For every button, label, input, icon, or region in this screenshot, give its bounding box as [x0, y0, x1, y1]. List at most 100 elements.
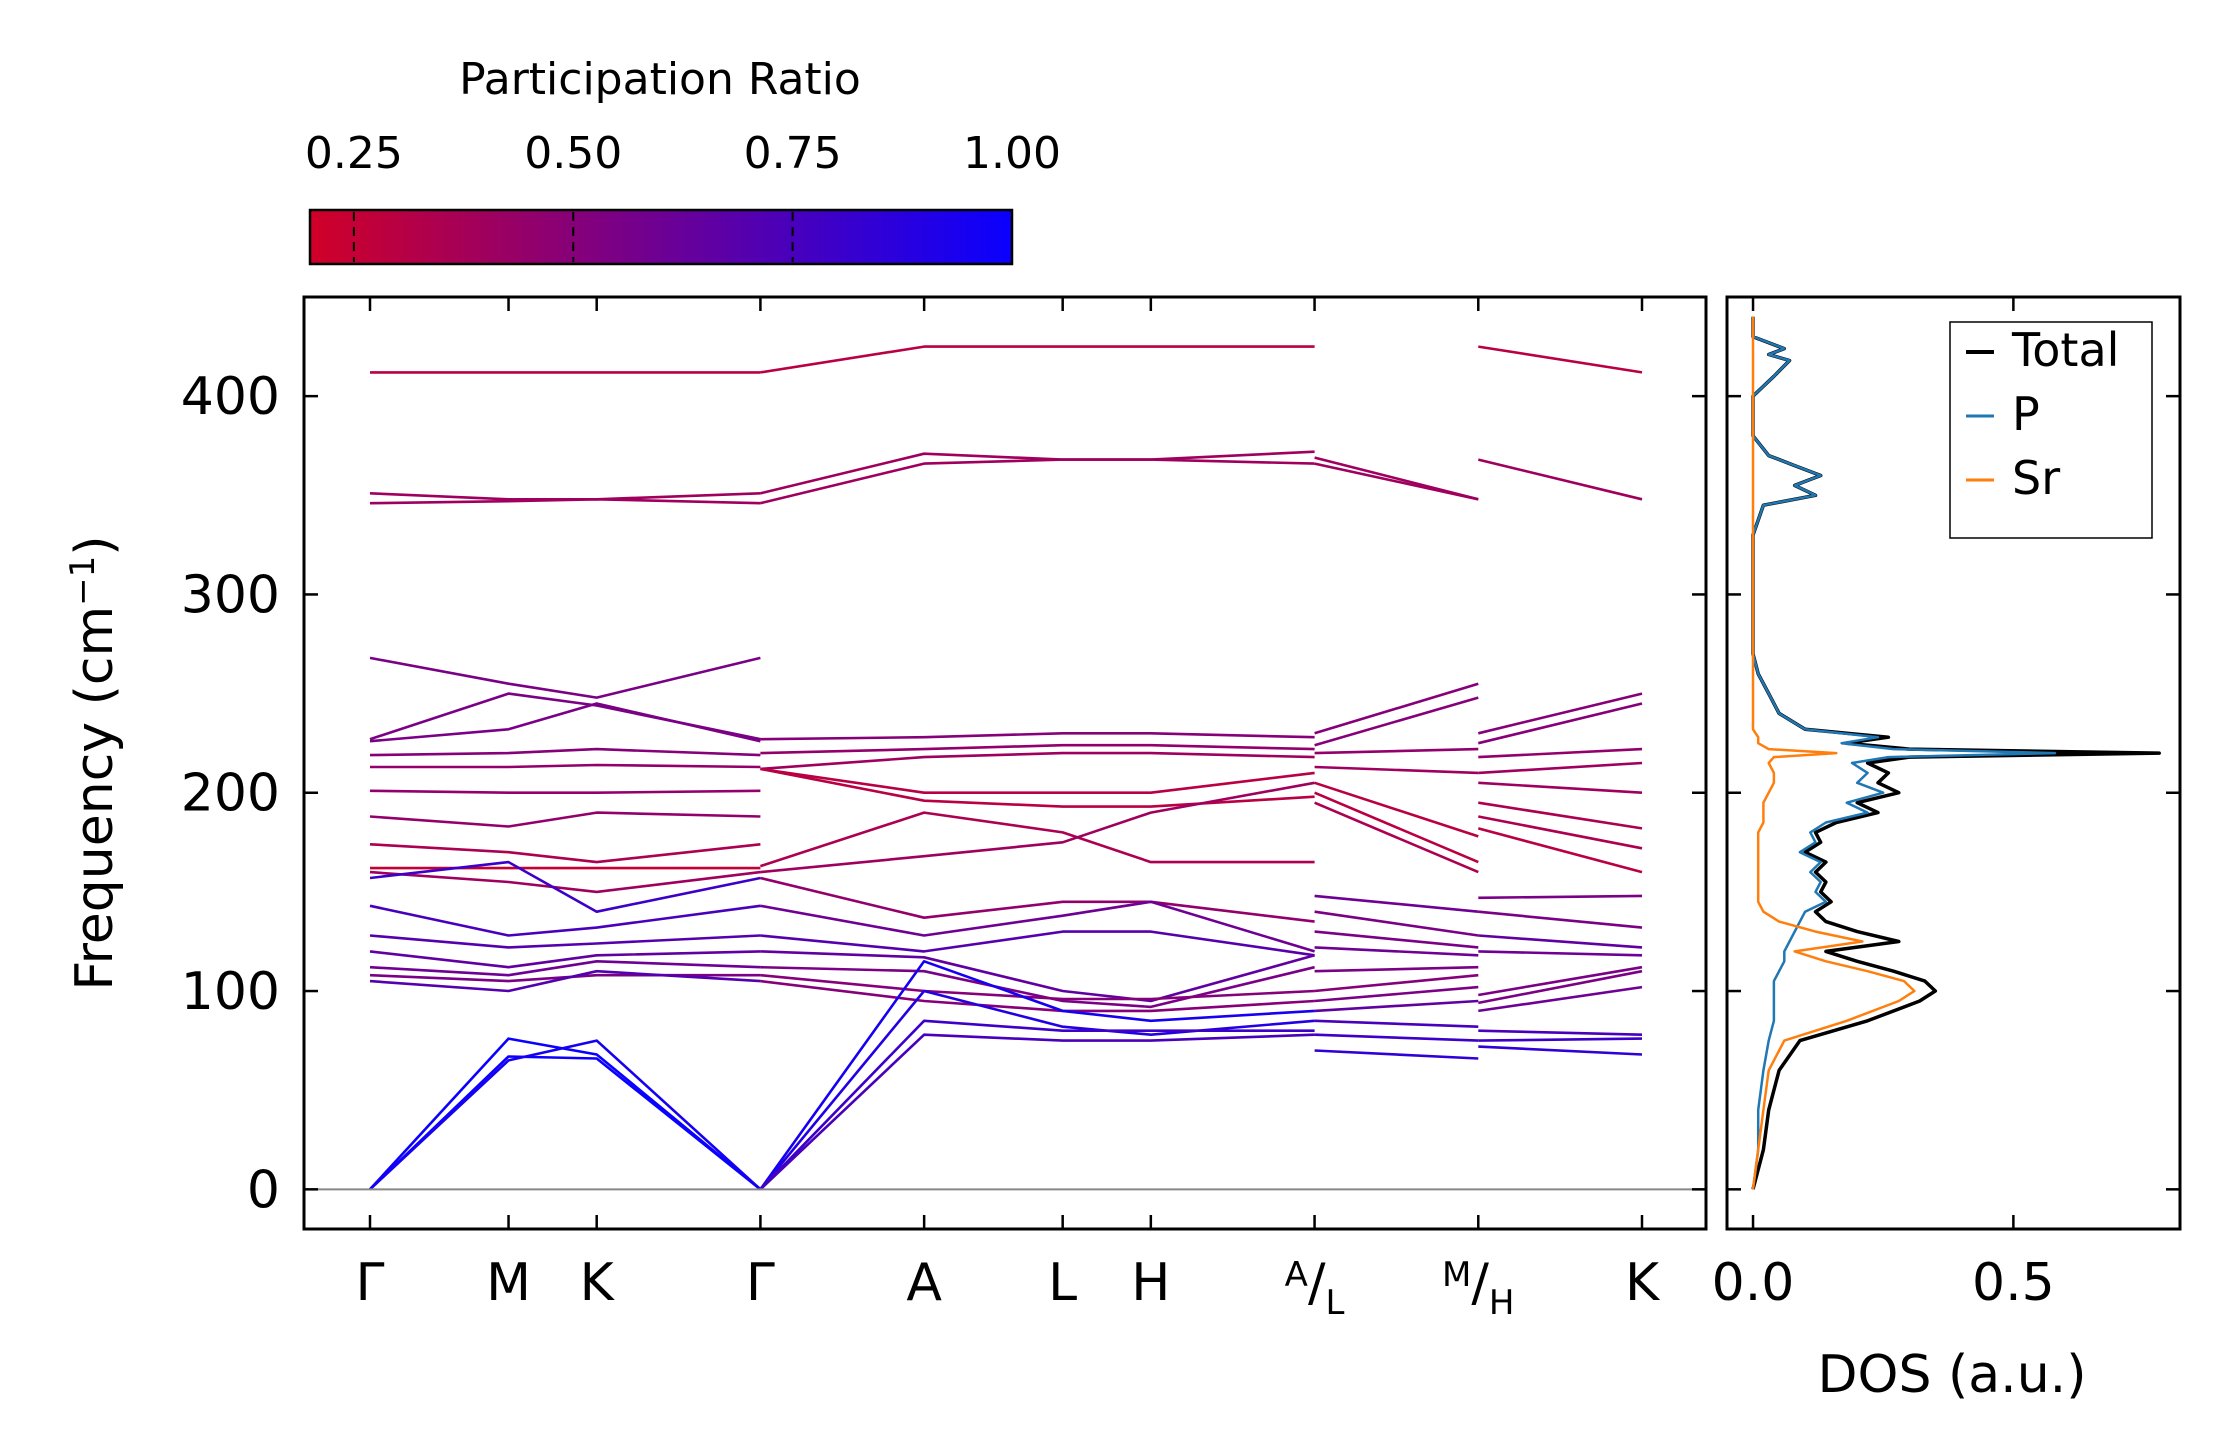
dos-plot-frame — [1725, 295, 2182, 1231]
x-tick-label: K — [1625, 1253, 1661, 1313]
band-line — [1314, 973, 1479, 993]
band-line — [1314, 791, 1479, 864]
dos-line-sr — [1751, 316, 1916, 1190]
band-line — [759, 1033, 1315, 1191]
band-line — [1314, 1019, 1479, 1028]
band-line — [369, 1055, 762, 1191]
band-line — [1478, 894, 1643, 900]
band-line — [759, 959, 1315, 1191]
band-line — [370, 763, 761, 769]
band-line — [760, 900, 1315, 953]
band-line — [369, 747, 761, 757]
band-line — [1314, 696, 1479, 747]
band-line — [369, 789, 761, 795]
legend-label: Total — [2011, 323, 2119, 377]
band-line — [759, 989, 1315, 1191]
band-line — [1478, 781, 1643, 794]
band-line — [1478, 747, 1643, 759]
dos-line-p — [1751, 316, 2057, 1190]
band-line — [1314, 965, 1479, 973]
band-lines — [369, 345, 1643, 1191]
band-line — [1477, 827, 1643, 874]
band-line — [760, 767, 1315, 795]
band-line — [369, 492, 761, 501]
band-line — [369, 1039, 762, 1191]
dos-x-axis-label: DOS (a.u.) — [1818, 1345, 2087, 1405]
band-line — [369, 656, 761, 699]
band-line — [1314, 781, 1479, 838]
band-line — [760, 731, 1315, 741]
band-line — [369, 843, 761, 864]
colorbar-tick-label: 0.50 — [524, 128, 622, 179]
dos-x-tick-label: 0.5 — [1972, 1253, 2055, 1313]
colorbar-tick-label: 0.75 — [744, 128, 842, 179]
legend-label: Sr — [2012, 451, 2060, 505]
band-line — [760, 930, 1315, 957]
band-line — [1314, 765, 1479, 775]
band-line — [1478, 801, 1643, 830]
band-line — [760, 767, 1315, 808]
y-tick-label: 0 — [247, 1160, 280, 1220]
dos-panel: 0.0 0.5 DOS (a.u.) Total P Sr — [1712, 295, 2182, 1405]
band-line — [1478, 1045, 1643, 1056]
band-line — [1314, 462, 1479, 501]
band-line — [1478, 969, 1643, 1005]
dos-x-tick-label: 0.0 — [1712, 1253, 1795, 1313]
band-line — [1478, 965, 1643, 997]
band-line — [369, 959, 761, 977]
band-line — [1478, 761, 1643, 775]
colorbar-tick-label: 1.00 — [963, 128, 1061, 179]
x-tick-label: M — [486, 1253, 531, 1313]
band-line — [1478, 345, 1643, 374]
band-line — [1478, 950, 1643, 957]
legend-items: Total P Sr — [1966, 323, 2119, 505]
colorbar-gradient — [308, 208, 1014, 266]
band-line — [1314, 801, 1479, 874]
band-line — [759, 1019, 1315, 1191]
band-line — [369, 692, 761, 741]
dos-lines — [1751, 316, 2161, 1190]
x-tick-label: Γ — [746, 1253, 775, 1313]
x-tick-label: A — [906, 1253, 942, 1313]
band-line — [1478, 934, 1643, 949]
band-line — [760, 458, 1315, 505]
band-line — [1478, 1037, 1643, 1042]
band-line — [1314, 894, 1479, 913]
band-line — [1314, 999, 1479, 1013]
band-line — [1477, 458, 1643, 501]
band-line — [760, 751, 1315, 771]
band-line — [1477, 692, 1643, 735]
band-line — [1314, 930, 1479, 949]
band-line — [760, 950, 1315, 1003]
band-plot-frame — [302, 295, 1708, 1231]
y-tick-label: 300 — [181, 565, 280, 625]
band-line — [1478, 815, 1643, 850]
band-line — [760, 743, 1315, 755]
band-line — [1478, 985, 1643, 1013]
y-tick-label: 400 — [181, 367, 280, 427]
band-line — [760, 345, 1315, 374]
band-line — [369, 702, 761, 743]
band-line — [369, 1037, 762, 1191]
band-line — [760, 450, 1315, 495]
colorbar-ticks — [352, 212, 794, 262]
x-tick-label: Γ — [356, 1253, 385, 1313]
band-line — [1314, 747, 1479, 755]
legend-label: P — [2012, 387, 2040, 441]
band-line — [1314, 910, 1479, 937]
band-line — [369, 497, 761, 505]
band-line — [369, 860, 761, 914]
x-tick-label: K — [580, 1253, 616, 1313]
y-axis-label: Frequency (cm−1) — [63, 535, 125, 990]
band-line — [760, 965, 1315, 1009]
band-line — [1314, 682, 1479, 735]
colorbar-label: Participation Ratio — [459, 54, 861, 105]
band-line — [1477, 702, 1643, 745]
band-line — [369, 904, 761, 937]
band-line — [760, 973, 1315, 1001]
colorbar: Participation Ratio 0.25 0.50 0.75 1.00 — [305, 54, 1061, 266]
band-line — [1478, 1029, 1643, 1036]
x-tick-label: A/L — [1285, 1253, 1345, 1323]
colorbar-tick-label: 0.25 — [305, 128, 403, 179]
x-tick-label: M/H — [1442, 1253, 1514, 1323]
